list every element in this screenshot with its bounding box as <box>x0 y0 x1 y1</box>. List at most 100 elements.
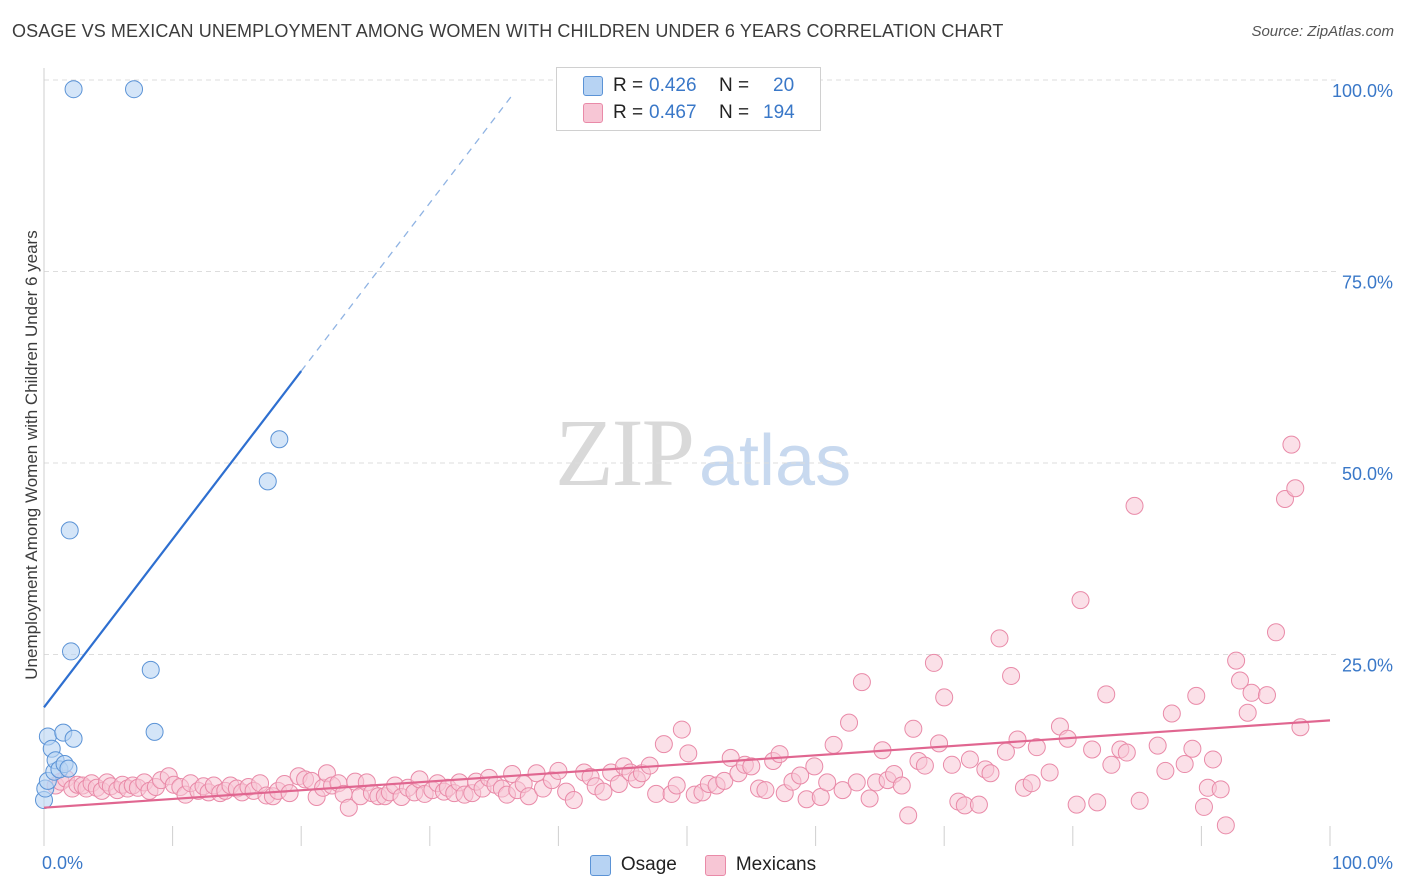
mexicans-point <box>672 720 691 739</box>
mexicans-point <box>503 764 522 783</box>
y-tick-label: 50.0% <box>1342 464 1393 484</box>
osage-point <box>270 430 289 449</box>
mexicans-point <box>1022 774 1041 793</box>
mexicans-point <box>1148 736 1167 755</box>
x-tick-label: 0.0% <box>42 853 83 873</box>
osage-point <box>60 521 79 540</box>
mexicans-point <box>594 782 613 801</box>
mexicans-point <box>1102 755 1121 774</box>
mexicans-point <box>519 787 538 806</box>
mexicans-point <box>805 757 824 776</box>
mexicans-point <box>924 653 943 672</box>
grid-layer <box>44 79 1340 655</box>
mexicans-point <box>1130 791 1149 810</box>
chart-title: OSAGE VS MEXICAN UNEMPLOYMENT AMONG WOME… <box>12 21 1004 41</box>
mexicans-point <box>1175 755 1194 774</box>
mexicans-point <box>981 764 1000 783</box>
mexicans-point <box>1027 738 1046 757</box>
mexicans-point <box>1216 816 1235 835</box>
mexicans-point <box>1194 797 1213 816</box>
mexicans-point <box>715 771 734 790</box>
mexicans-point <box>1067 795 1086 814</box>
osage-point <box>125 80 144 99</box>
mexicans-point <box>667 776 686 795</box>
mexicans-point <box>1286 479 1305 498</box>
axis-layer <box>43 68 1331 846</box>
mexicans-point <box>770 745 789 764</box>
mexicans-point <box>1257 686 1276 705</box>
mexicans-point <box>915 756 934 775</box>
mexicans-point <box>1238 703 1257 722</box>
legend-item-osage[interactable]: Osage <box>589 854 677 876</box>
mexicans-point <box>1183 739 1202 758</box>
mexicans-point <box>1162 704 1181 723</box>
mexicans-point <box>647 784 666 803</box>
mexicans-trend-line <box>43 719 1331 809</box>
y-tick-label: 25.0% <box>1342 656 1393 676</box>
mexicans-point <box>1203 750 1222 769</box>
r-value: 0.426 <box>649 75 697 96</box>
osage-point <box>258 472 277 491</box>
mexicans-point <box>852 673 871 692</box>
mexicans-point <box>1266 623 1285 642</box>
mexicans-points <box>46 435 1310 835</box>
mexicans-point <box>818 773 837 792</box>
mexicans-point <box>1008 730 1027 749</box>
legend-row-osage: R = 0.426 N = 20 <box>583 73 794 99</box>
mexicans-point <box>847 773 866 792</box>
mexicans-point <box>609 774 628 793</box>
mexicans-point <box>969 795 988 814</box>
mexicans-point <box>280 784 299 803</box>
mexicans-point <box>840 713 859 732</box>
mexicans-point <box>824 735 843 754</box>
osage-trend-extension <box>300 94 513 372</box>
x-tick-label: 100.0% <box>1332 853 1393 873</box>
mexicans-point <box>654 735 673 754</box>
mexicans-point <box>1156 761 1175 780</box>
mexicans-point <box>1088 793 1107 812</box>
osage-trend-line <box>43 370 303 709</box>
mexicans-point <box>1187 686 1206 705</box>
trend-layer <box>43 94 1331 809</box>
mexicans-point <box>904 719 923 738</box>
mexicans-point <box>1097 685 1116 704</box>
n-value: 194 <box>763 102 795 123</box>
mexicans-point <box>1002 666 1021 685</box>
mexicans-point <box>860 789 879 808</box>
legend-row-mexicans: R = 0.467 N = 194 <box>583 100 795 126</box>
osage-swatch <box>589 854 611 876</box>
mexicans-point <box>1071 591 1090 610</box>
tick-label-layer: 25.0% 50.0% 75.0% 100.0% 0.0% 100.0% <box>42 81 1393 873</box>
mexicans-point <box>990 629 1009 648</box>
osage-point <box>59 759 78 778</box>
legend-item-mexicans[interactable]: Mexicans <box>704 854 817 876</box>
y-axis-label: Unemployment Among Women with Children U… <box>22 230 41 680</box>
mexicans-point <box>791 766 810 785</box>
mexicans-swatch <box>704 854 726 876</box>
mexicans-point <box>679 744 698 763</box>
mexicans-point <box>935 688 954 707</box>
y-tick-label: 100.0% <box>1332 81 1393 101</box>
osage-point <box>141 660 160 679</box>
legend-label-mexicans: Mexicans <box>735 854 817 875</box>
osage-point <box>145 722 164 741</box>
mexicans-point <box>960 750 979 769</box>
n-value: 20 <box>773 75 795 96</box>
mexicans-point <box>756 781 775 800</box>
r-label: R = <box>613 75 644 96</box>
osage-point <box>64 80 83 99</box>
mexicans-point <box>549 761 568 780</box>
mexicans-point <box>564 791 583 810</box>
mexicans-point <box>892 776 911 795</box>
mexicans-point <box>1040 763 1059 782</box>
mexicans-point <box>1083 740 1102 759</box>
mexicans-point <box>942 755 961 774</box>
osage-swatch <box>583 76 603 96</box>
mexicans-point <box>1227 651 1246 670</box>
mexicans-point <box>1125 496 1144 515</box>
n-label: N = <box>719 102 750 123</box>
mexicans-point <box>339 798 358 817</box>
osage-point <box>64 729 83 748</box>
series-legend: Osage Mexicans <box>0 851 1406 879</box>
